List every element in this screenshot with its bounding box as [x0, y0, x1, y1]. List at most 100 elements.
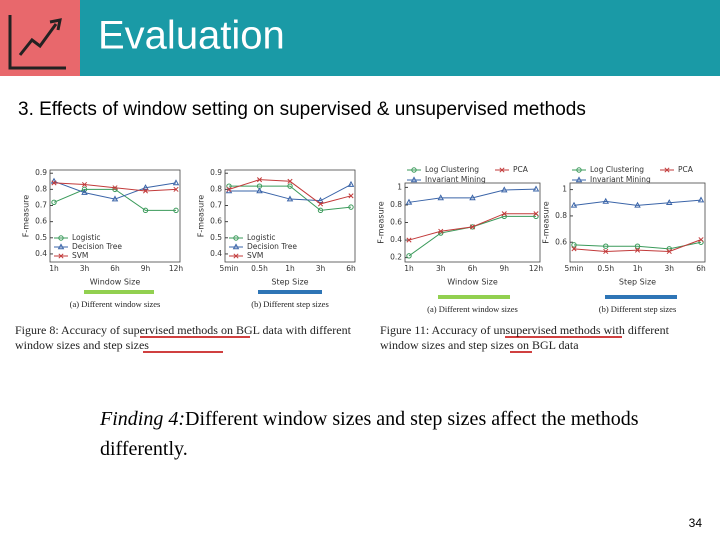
legend-label: PCA — [513, 165, 529, 174]
y-tick-label: 0.8 — [210, 184, 222, 193]
legend-label: Invariant Mining — [590, 175, 651, 184]
marker — [634, 243, 641, 249]
y-tick-label: 0.2 — [390, 253, 402, 262]
marker — [81, 188, 88, 195]
legend-label: PCA — [678, 165, 694, 174]
y-tick-label: 0.6 — [210, 217, 222, 226]
marker — [226, 186, 232, 192]
y-tick-label: 0.8 — [555, 211, 567, 220]
slide-subtitle: 3. Effects of window setting on supervis… — [18, 99, 586, 120]
y-tick-label: 0.6 — [555, 237, 567, 246]
subcaption: (a) Different window sizes — [70, 299, 161, 309]
header-band — [80, 0, 720, 76]
subcaption: (b) Different step sizes — [599, 304, 677, 314]
series-line — [229, 184, 352, 202]
marker — [58, 235, 64, 241]
plot-frame — [569, 182, 706, 263]
subcaption: (a) Different window sizes — [427, 304, 518, 314]
y-axis-label: F-measure — [377, 201, 386, 243]
marker — [51, 199, 57, 205]
x-tick-label: 3h — [664, 264, 674, 273]
marker — [571, 242, 577, 248]
x-tick-label: 9h — [499, 264, 509, 273]
finding-label: Finding 4: — [100, 408, 185, 430]
marker — [411, 167, 417, 173]
y-tick-label: 0.5 — [35, 233, 47, 242]
legend-label: Log Clustering — [590, 165, 644, 174]
y-tick-label: 0.9 — [210, 168, 222, 177]
series-line — [573, 199, 702, 206]
marker — [232, 243, 240, 250]
marker — [666, 248, 672, 255]
legend-label: Logistic — [247, 233, 276, 242]
marker — [51, 180, 57, 186]
marker — [406, 253, 412, 259]
y-tick-label: 0.5 — [210, 233, 222, 242]
finding: Finding 4:Different window sizes and ste… — [100, 404, 640, 464]
figure-caption: Figure 11: Accuracy of unsupervised meth… — [380, 323, 669, 352]
marker — [634, 247, 641, 253]
marker — [664, 167, 670, 173]
x-axis-label: Window Size — [90, 278, 141, 287]
x-tick-label: 1h — [404, 264, 414, 273]
marker — [469, 194, 476, 201]
marker — [437, 194, 444, 201]
x-axis-label: Window Size — [447, 278, 498, 287]
icon-arrow — [49, 18, 62, 31]
marker — [233, 235, 239, 241]
marker — [532, 185, 540, 192]
series-line — [408, 188, 537, 203]
y-axis-label: F-measure — [197, 195, 206, 237]
marker — [576, 167, 582, 173]
y-tick-label: 0.8 — [390, 200, 402, 209]
marker — [501, 211, 507, 217]
marker — [698, 237, 704, 243]
x-tick-label: 3h — [80, 264, 90, 273]
y-tick-label: 0.6 — [35, 217, 47, 226]
y-tick-label: 0.7 — [210, 201, 222, 210]
highlight-bar — [438, 295, 510, 299]
x-tick-label: 5min — [220, 264, 239, 273]
highlight-bar — [84, 290, 154, 294]
x-tick-label: 6h — [110, 264, 120, 273]
marker — [317, 207, 324, 214]
legend-label: SVM — [247, 251, 263, 260]
x-tick-label: 12h — [529, 264, 544, 273]
x-tick-label: 1h — [633, 264, 643, 273]
y-tick-label: 0.4 — [390, 235, 402, 244]
marker — [287, 178, 293, 184]
legend-label: Logistic — [72, 233, 101, 242]
marker — [697, 196, 705, 203]
marker — [602, 197, 609, 204]
plot-frame — [224, 169, 356, 263]
marker — [286, 195, 294, 202]
y-tick-label: 0.7 — [35, 201, 47, 210]
marker — [142, 188, 149, 194]
legend-label: Decision Tree — [72, 242, 122, 251]
marker — [499, 167, 505, 173]
legend-label: SVM — [72, 251, 88, 260]
x-tick-label: 6h — [346, 264, 356, 273]
series-line — [229, 185, 352, 211]
series-line — [408, 215, 536, 257]
marker — [533, 211, 539, 217]
finding-text: Different window sizes and step sizes af… — [100, 408, 639, 460]
marker — [501, 186, 508, 193]
legend-label: Log Clustering — [425, 165, 479, 174]
marker — [571, 246, 577, 252]
legend-label: Decision Tree — [247, 242, 297, 251]
slide-title: Evaluation — [98, 14, 285, 58]
marker — [256, 177, 263, 183]
marker — [603, 243, 609, 249]
x-axis-label: Step Size — [619, 278, 656, 287]
marker — [287, 183, 293, 189]
marker — [142, 184, 149, 191]
x-tick-label: 9h — [141, 264, 151, 273]
highlight-bar — [258, 290, 322, 294]
marker — [112, 185, 118, 191]
marker — [81, 186, 88, 193]
marker — [405, 198, 413, 205]
series-line — [573, 241, 702, 250]
marker — [111, 195, 119, 202]
